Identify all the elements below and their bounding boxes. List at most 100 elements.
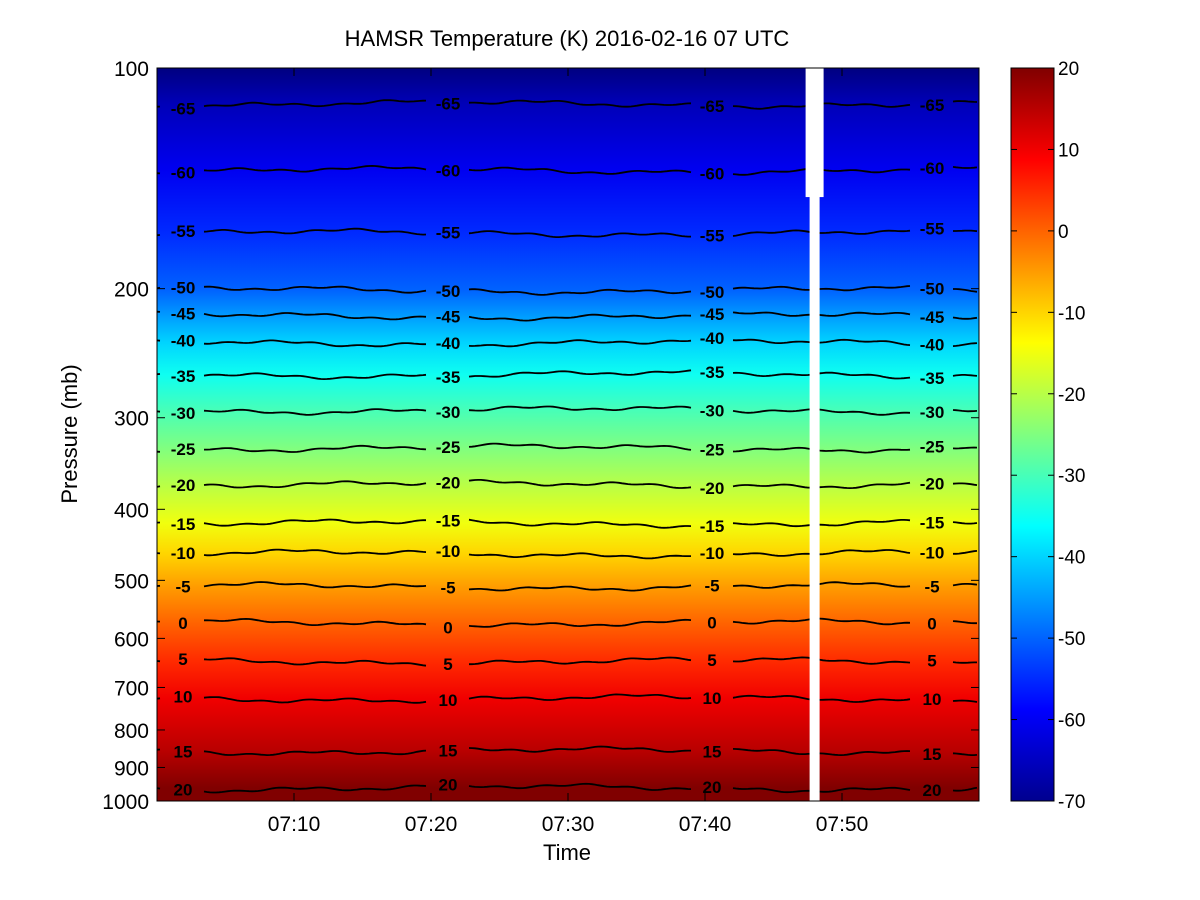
contour-label: -35 — [700, 363, 725, 382]
y-tick-label: 100 — [114, 58, 149, 81]
y-tick-label: 400 — [114, 499, 149, 522]
contour-label: 5 — [178, 650, 187, 669]
contour-label: -50 — [436, 282, 461, 301]
contour-label: -50 — [920, 280, 945, 299]
contour-label: -20 — [171, 476, 196, 495]
contour-line-10 — [157, 693, 978, 704]
contour-label: 15 — [703, 743, 722, 762]
contour-label: -15 — [920, 514, 945, 533]
contour-label: -15 — [171, 515, 196, 534]
colorbar-tick-label: 10 — [1058, 140, 1079, 161]
x-tick-label: 07:50 — [816, 813, 869, 836]
contour-line--50 — [157, 285, 978, 296]
contour-label: 0 — [178, 614, 187, 633]
y-tick-label: 300 — [114, 408, 149, 431]
plot-area: -65 -65 -65 -65-60 -60 -60 -60-55 -55 -55 -55-50-… — [156, 67, 980, 802]
contour-label: -5 — [175, 577, 190, 596]
contour-line--5 — [157, 581, 978, 592]
contour-label: -20 — [436, 473, 461, 492]
y-tick-label: 600 — [114, 628, 149, 651]
contour-label: -35 — [171, 367, 196, 386]
contour-label: -20 — [700, 479, 725, 498]
contour-label: -60 — [436, 161, 461, 180]
y-tick-label: 800 — [114, 720, 149, 743]
colorbar-tick-label: -70 — [1058, 792, 1085, 813]
y-tick-label: 200 — [114, 279, 149, 302]
colorbar-tick-label: 0 — [1058, 222, 1069, 243]
contour-line-20 — [157, 782, 978, 794]
contour-label: -40 — [436, 334, 461, 353]
contour-label: 0 — [927, 615, 936, 634]
contour-label: -50 — [700, 283, 725, 302]
contour-label: -30 — [171, 404, 196, 423]
contour-label: 5 — [707, 651, 716, 670]
contour-line--15 — [157, 518, 978, 529]
temperature-field — [157, 68, 979, 801]
contour-label: -45 — [700, 305, 725, 324]
contour-label: -55 — [171, 222, 196, 241]
contour-label: 15 — [174, 743, 193, 762]
contour-label: 10 — [439, 691, 458, 710]
contour-line--65 — [157, 99, 978, 110]
y-tick-label: 900 — [114, 757, 149, 780]
contour-label: -30 — [436, 403, 461, 422]
contour-label: -35 — [920, 369, 945, 388]
contour-label: -35 — [436, 368, 461, 387]
colorbar-tick-label: -40 — [1058, 548, 1085, 569]
contour-label: -5 — [704, 576, 719, 595]
contour-label: 20 — [439, 775, 458, 794]
contour-label: -40 — [920, 336, 945, 355]
y-tick-label: 1000 — [102, 791, 149, 814]
x-axis: 07:10 07:20 07:30 07:40 07:50 — [268, 68, 869, 836]
contour-label: -55 — [436, 224, 461, 243]
contour-label: -45 — [920, 308, 945, 327]
contour-label: -60 — [700, 165, 725, 184]
colorbar: 20 10 0 -10 -20 -30 -40 -50 -60 -70 — [1010, 59, 1085, 813]
missing-data-gap-upper — [805, 68, 824, 198]
x-axis-label: Time — [543, 840, 591, 865]
contour-label: 10 — [703, 689, 722, 708]
contour-label: -65 — [920, 96, 945, 115]
contour-label: -60 — [171, 164, 196, 183]
contour-label: -10 — [700, 544, 725, 563]
colorbar-ticks: 20 10 0 -10 -20 -30 -40 -50 -60 -70 — [1011, 59, 1085, 813]
contour-label: -65 — [171, 100, 196, 119]
contour-layer: -65 -65 -65 -65-60 -60 -60 -60-55 -55 -55 -55-50-… — [157, 95, 978, 800]
colorbar-tick-label: -60 — [1058, 711, 1085, 732]
contour-label: -15 — [436, 512, 461, 531]
contour-line--10 — [157, 548, 978, 560]
missing-data-layer — [805, 68, 824, 801]
x-tick-label: 07:30 — [542, 813, 595, 836]
contour-label: -30 — [920, 403, 945, 422]
contour-label: 0 — [707, 614, 716, 633]
contour-label: -25 — [171, 440, 196, 459]
contour-label: -10 — [436, 542, 461, 561]
contour-label: -65 — [436, 95, 461, 114]
y-tick-label: 700 — [114, 677, 149, 700]
contour-label: 20 — [703, 778, 722, 797]
contour-label: -25 — [700, 441, 725, 460]
contour-label: -10 — [920, 543, 945, 562]
contour-line-0 — [157, 617, 977, 628]
contour-label: 10 — [174, 688, 193, 707]
colorbar-tick-label: -50 — [1058, 629, 1085, 650]
contour-label: 20 — [923, 781, 942, 800]
contour-label: -30 — [700, 401, 725, 420]
contour-line--25 — [157, 442, 978, 454]
contour-label: 20 — [174, 780, 193, 799]
contour-label: 0 — [443, 618, 452, 637]
x-tick-label: 07:40 — [679, 813, 732, 836]
contour-label: -55 — [920, 220, 945, 239]
contour-label: -10 — [171, 544, 196, 563]
contour-label: -25 — [436, 438, 461, 457]
contour-line--60 — [157, 164, 978, 176]
y-axis-label: Pressure (mb) — [57, 364, 82, 503]
contour-label: 15 — [923, 745, 942, 764]
contour-label: -45 — [436, 308, 461, 327]
y-tick-label: 500 — [114, 570, 149, 593]
contour-label: -5 — [440, 579, 455, 598]
contour-line--45 — [157, 310, 978, 322]
chart-title: HAMSR Temperature (K) 2016-02-16 07 UTC — [345, 26, 790, 51]
contour-line--55 — [157, 227, 978, 238]
